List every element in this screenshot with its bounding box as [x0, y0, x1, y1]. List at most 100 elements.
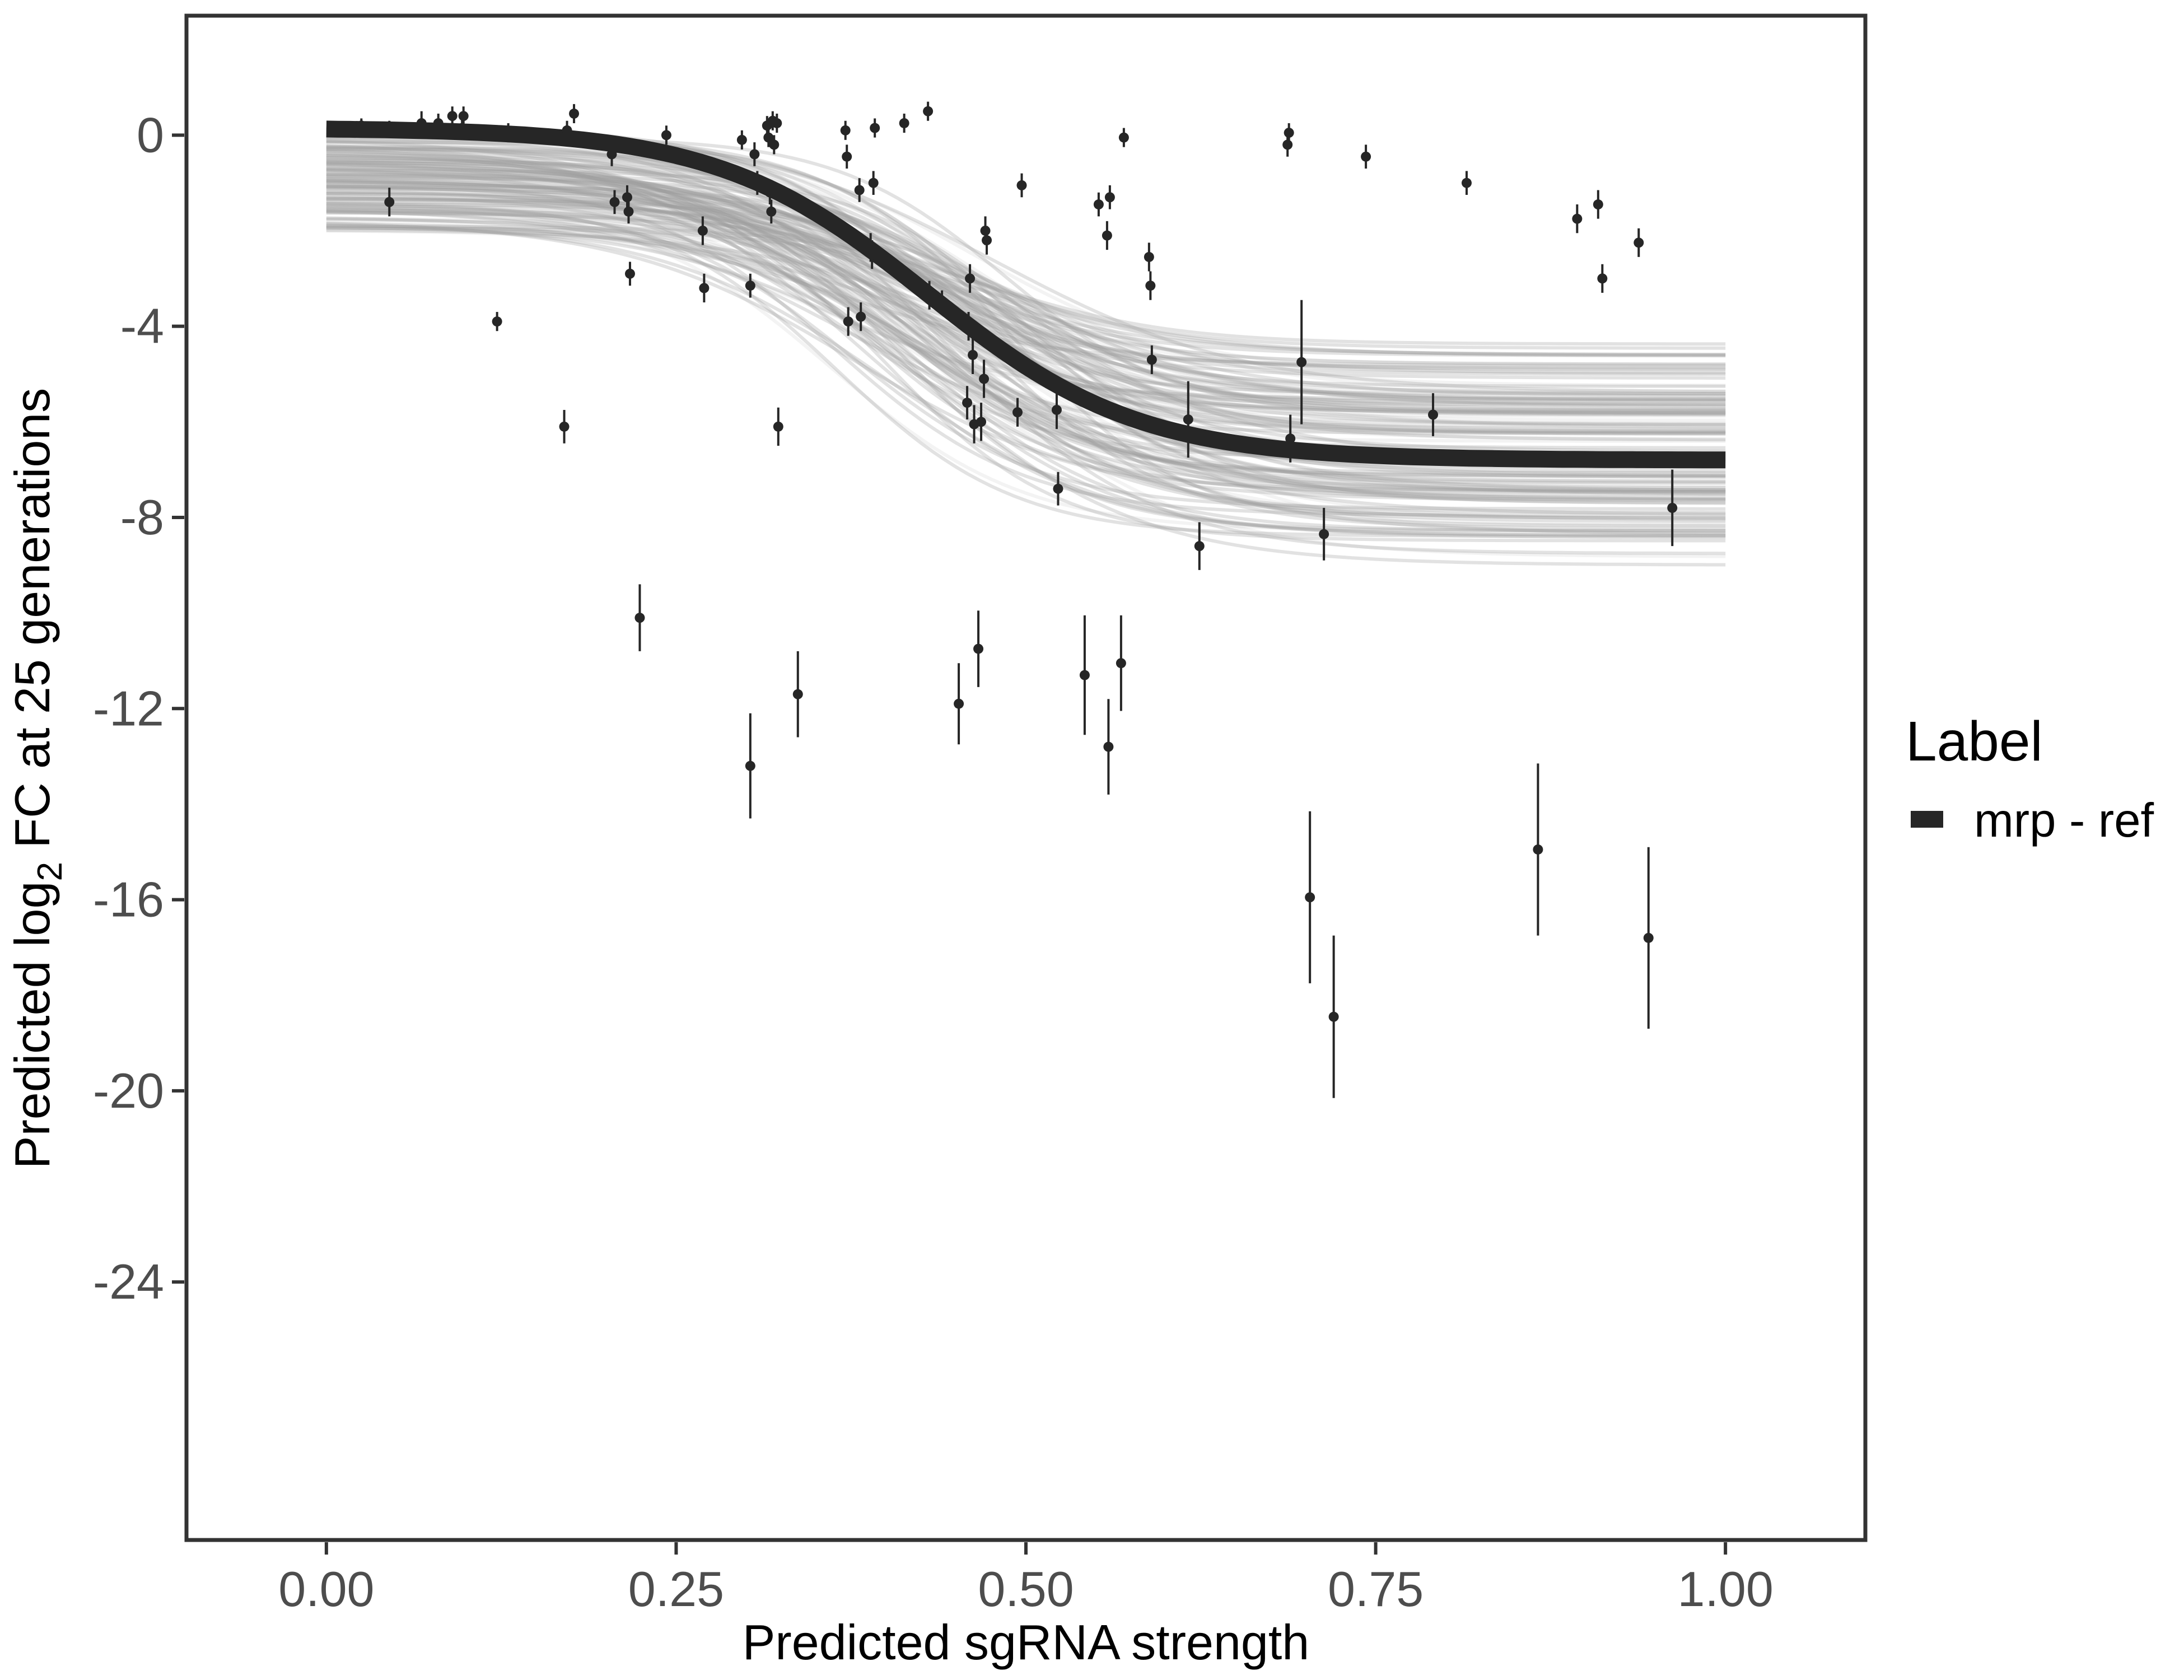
- point-marker: [356, 120, 367, 131]
- data-point: [1428, 393, 1439, 436]
- data-point: [559, 409, 570, 444]
- data-point: [773, 407, 783, 446]
- posterior-draw-line: [326, 160, 1726, 535]
- point-marker: [843, 316, 853, 327]
- point-marker: [416, 118, 427, 128]
- posterior-draw-line: [326, 184, 1726, 395]
- point-marker: [962, 398, 973, 408]
- data-point: [962, 386, 973, 420]
- data-point: [752, 171, 763, 195]
- data-point: [923, 101, 934, 121]
- data-point: [766, 199, 777, 224]
- point-marker: [769, 139, 780, 150]
- data-point: [745, 713, 755, 819]
- point-marker: [1428, 409, 1439, 420]
- point-marker: [1118, 132, 1129, 143]
- data-point: [843, 307, 853, 336]
- data-point: [1079, 615, 1090, 735]
- data-point: [623, 199, 634, 224]
- point-marker: [937, 297, 948, 307]
- data-point: [963, 312, 974, 341]
- data-point: [1051, 390, 1062, 430]
- posterior-draw-line: [326, 175, 1726, 415]
- data-point: [769, 135, 780, 155]
- y-tick-label: -12: [93, 680, 164, 736]
- data-point: [772, 113, 782, 133]
- point-marker: [447, 111, 458, 122]
- point-marker: [457, 123, 468, 133]
- point-marker: [773, 421, 783, 432]
- data-point: [856, 302, 866, 332]
- y-axis-label-rest: FC at 25 generations: [4, 388, 60, 862]
- posterior-draw-line: [326, 167, 1726, 520]
- posterior-draw-line: [326, 225, 1726, 537]
- posterior-draw-line: [326, 210, 1726, 493]
- posterior-draw-line: [326, 197, 1726, 402]
- point-marker: [772, 118, 782, 128]
- data-point: [842, 144, 852, 169]
- posterior-draw-line: [326, 156, 1726, 366]
- data-point: [979, 360, 990, 398]
- posterior-draw-line: [326, 141, 1726, 536]
- point-marker: [634, 613, 645, 623]
- posterior-draw-line: [326, 185, 1726, 414]
- point-marker: [954, 698, 964, 709]
- posterior-draw-line: [326, 144, 1726, 538]
- point-marker: [1051, 404, 1062, 415]
- point-marker: [1593, 199, 1603, 210]
- posterior-draw-line: [326, 162, 1726, 453]
- data-point: [973, 610, 984, 687]
- point-marker: [764, 187, 775, 198]
- x-tick-label: 0.50: [978, 1561, 1074, 1617]
- data-point: [606, 142, 617, 166]
- point-marker: [749, 149, 760, 160]
- posterior-draw-line: [326, 225, 1726, 346]
- posterior-draw-line: [326, 161, 1726, 370]
- point-marker: [856, 311, 866, 322]
- point-marker: [1328, 1011, 1339, 1022]
- posterior-draw-line: [326, 139, 1726, 493]
- data-point: [1593, 190, 1603, 219]
- data-point: [433, 113, 444, 133]
- point-marker: [1305, 892, 1315, 903]
- data-point: [697, 216, 708, 245]
- data-point: [764, 180, 775, 205]
- x-tick-label: 1.00: [1678, 1561, 1774, 1617]
- point-marker: [1103, 741, 1114, 752]
- y-axis-label-subscript: 2: [31, 862, 69, 881]
- posterior-draw-line: [326, 217, 1726, 441]
- data-point: [1284, 123, 1294, 143]
- posterior-draw-line: [326, 152, 1726, 497]
- posterior-draw-line: [326, 148, 1726, 492]
- point-marker: [1634, 237, 1644, 248]
- point-marker: [1285, 433, 1296, 444]
- point-marker: [840, 125, 851, 136]
- posterior-draw-line: [326, 169, 1726, 435]
- data-point: [1194, 522, 1205, 570]
- data-point: [976, 403, 987, 441]
- posterior-draw-line: [326, 211, 1726, 398]
- posterior-draw-line: [326, 179, 1726, 516]
- point-marker: [867, 249, 878, 260]
- y-tick-label: -4: [120, 298, 164, 354]
- data-point: [458, 106, 469, 126]
- point-marker: [1053, 483, 1063, 494]
- posterior-draw-line: [326, 150, 1726, 492]
- posterior-draw-line: [326, 150, 1726, 398]
- posterior-draw-line: [326, 176, 1726, 374]
- data-point: [868, 171, 879, 195]
- data-point: [1361, 144, 1371, 169]
- posterior-draw-line: [326, 192, 1726, 475]
- point-marker: [1145, 281, 1156, 291]
- point-marker: [745, 760, 755, 771]
- data-point: [1016, 173, 1027, 198]
- point-marker: [1461, 178, 1472, 188]
- data-point: [661, 125, 671, 145]
- posterior-draw-line: [326, 204, 1726, 533]
- posterior-draw-line: [326, 225, 1726, 410]
- posterior-draw-line: [326, 226, 1726, 401]
- posterior-draw-line: [326, 202, 1726, 538]
- posterior-draw-line: [326, 184, 1726, 416]
- data-point: [1461, 171, 1472, 195]
